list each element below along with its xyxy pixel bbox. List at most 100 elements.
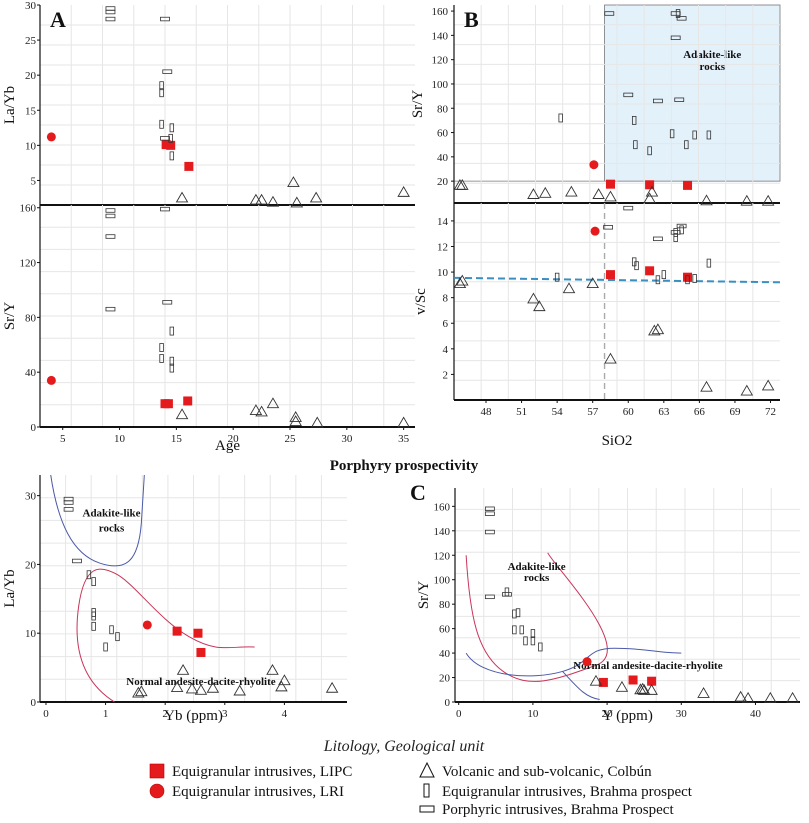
colbun-marker: [310, 416, 324, 428]
y-tick-label: 25: [25, 35, 37, 47]
y-tick-label: 12: [437, 241, 448, 253]
y-tick-label: 60: [437, 128, 449, 140]
brahma-equigranular-marker: [512, 625, 517, 635]
x-axis-label: Yb (ppm): [164, 708, 223, 724]
adakite-label-line1: Adakite-like: [83, 507, 141, 519]
brahma-equigranular-marker: [523, 636, 528, 646]
gridlines: [40, 5, 415, 205]
adakite-label-line2: rocks: [99, 522, 125, 534]
legend-title: Litology, Geological unit: [323, 738, 485, 755]
brahma-equigranular-marker: [661, 270, 667, 280]
series-colbun-marker: [132, 663, 339, 698]
x-tick-label: 2: [162, 708, 168, 720]
lipc-marker: [161, 140, 171, 150]
brahma-equigranular-marker: [634, 261, 639, 271]
colbun-marker: [527, 292, 540, 304]
x-tick-label: 69: [729, 406, 741, 418]
colbun-marker: [592, 188, 605, 199]
colbun-marker: [645, 185, 659, 197]
brahma-porphyric-marker: [484, 529, 495, 535]
colbun-marker: [734, 690, 747, 702]
lipc-marker: [683, 272, 693, 282]
colbun-marker: [538, 186, 552, 198]
brahma-equigranular-marker: [538, 642, 543, 652]
y-axis-label: La/Yb: [2, 569, 18, 607]
colbun-marker: [634, 683, 647, 695]
brahma-equigranular-marker: [655, 275, 661, 285]
series-lipc-marker: [598, 675, 657, 687]
lipc-marker: [183, 396, 193, 406]
series-brahma-porphyric-marker: [604, 11, 687, 104]
panel-letter: A: [50, 7, 66, 32]
series-brahma-porphyric-marker: [484, 506, 512, 600]
colbun-marker: [249, 404, 263, 416]
x-tick-label: 0: [43, 708, 49, 720]
adakite-label-line1: Adakite-like: [508, 561, 566, 573]
brahma-porphyric-marker: [63, 507, 74, 512]
adakite-region: [604, 4, 781, 182]
chart-panel-a-bottom: 0 40 80 120 160 5 10 15 20 25 30 35 Sr/Y Age: [2, 203, 415, 454]
colbun-marker: [645, 683, 658, 695]
normal-boundary-curve: [465, 552, 608, 682]
normal-label: Normal andesite-dacite-rhyolite: [126, 676, 275, 688]
y-tick-label: 20: [25, 70, 37, 82]
x-tick-label: 51: [516, 406, 527, 418]
brahma-porphyric-marker: [63, 500, 74, 505]
brahma-porphyric-marker: [676, 16, 687, 21]
legend-label: Porphyric intrusives, Brahma Prospect: [442, 802, 674, 818]
adakite-boundary-curve: [465, 647, 682, 701]
brahma-equigranular-marker: [169, 356, 175, 366]
brahma-equigranular-marker: [169, 326, 175, 336]
adakite-label-line2: rocks: [524, 572, 550, 584]
series-brahma-equigranular-marker: [504, 587, 543, 652]
brahma-equigranular-marker: [679, 225, 684, 235]
colbun-marker: [170, 681, 184, 693]
colbun-marker: [761, 379, 775, 391]
series-lri-marker: [46, 132, 56, 142]
y-tick-label: 2: [443, 369, 449, 381]
brahma-equigranular-marker: [159, 119, 164, 129]
brahma-equigranular-marker: [530, 629, 536, 638]
brahma-porphyric-marker: [105, 306, 116, 312]
series-lipc-marker: [161, 140, 194, 171]
y-tick-label: 10: [25, 140, 37, 152]
brahma-equigranular-marker: [91, 577, 96, 587]
brahma-equigranular-marker: [169, 363, 175, 373]
colbun-marker: [764, 691, 777, 703]
x-axis-label: Y (ppm): [602, 708, 653, 724]
x-tick-label: 20: [602, 708, 614, 720]
lipc-marker: [645, 266, 655, 276]
lipc-marker: [645, 180, 655, 190]
chart-panel-b-bottom: 2 4 6 8 10 12 14 48 51 54 57 60 63 66 69 72 v/Sc SiO2: [413, 203, 781, 449]
colbun-marker: [278, 674, 291, 686]
lri-marker: [582, 657, 592, 667]
y-tick-label: 40: [25, 367, 37, 379]
y-tick-label: 20: [439, 673, 451, 685]
normal-label: Normal andesite-dacite-rhyolite: [573, 660, 722, 672]
brahma-equigranular-marker: [684, 140, 689, 150]
colbun-marker: [175, 408, 189, 420]
adakite-boundary-curve: [50, 474, 145, 567]
series-brahma-equigranular-marker: [554, 225, 712, 285]
brahma-equigranular-marker: [86, 570, 92, 580]
y-tick-label: 20: [437, 176, 449, 188]
brahma-equigranular-marker: [168, 133, 173, 143]
y-tick-label: 80: [437, 103, 449, 115]
y-axis-label: Sr/Y: [410, 90, 426, 119]
series-colbun-marker: [175, 176, 410, 208]
x-tick-label: 72: [765, 406, 776, 418]
y-axis-label: Sr/Y: [2, 302, 18, 331]
colbun-marker: [533, 300, 546, 312]
legend-circle-symbol: [149, 783, 165, 799]
x-tick-label: 5: [60, 433, 66, 445]
lipc-marker: [605, 270, 615, 280]
brahma-porphyric-marker: [623, 205, 634, 211]
brahma-porphyric-marker: [623, 92, 634, 98]
y-tick-label: 0: [445, 697, 451, 709]
y-tick-label: 20: [25, 559, 37, 571]
colbun-marker: [589, 674, 603, 686]
brahma-equigranular-marker: [685, 275, 690, 285]
series-lipc-marker: [160, 396, 193, 409]
y-tick-label: 140: [432, 30, 449, 42]
colbun-marker: [266, 195, 280, 207]
